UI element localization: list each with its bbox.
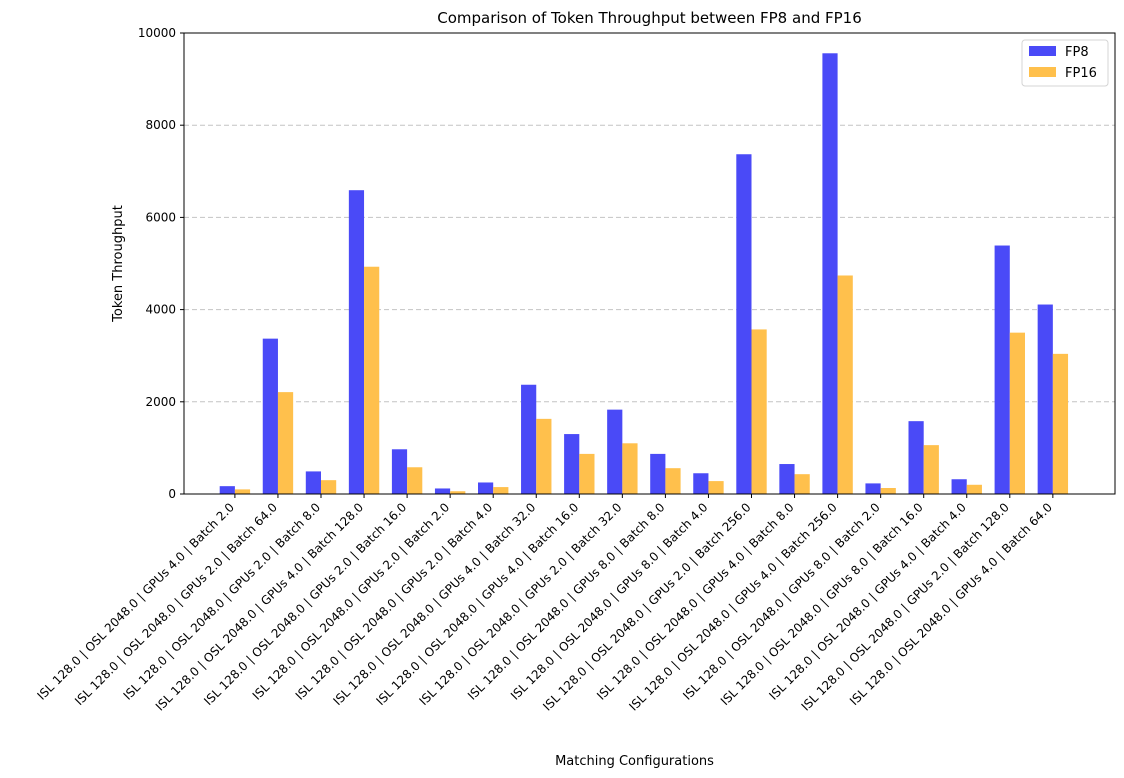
y-tick-label: 4000 [145,303,176,317]
bar-fp8-2 [305,471,321,494]
y-axis: 0 2000 4000 6000 8000 10000 [138,26,184,501]
bar-fp16-11 [708,481,724,494]
bar-fp8-10 [650,453,666,494]
bar-fp8-9 [607,409,623,494]
bar-fp16-15 [880,488,896,494]
y-tick-label: 2000 [145,395,176,409]
bar-fp16-2 [321,480,337,494]
bar-fp8-14 [822,53,838,495]
bar-fp8-19 [1037,304,1053,494]
plot-frame [183,32,1116,495]
x-axis-label: Matching Configurations [555,754,714,769]
bar-fp16-19 [1052,353,1069,494]
bar-fp16-10 [665,468,681,494]
y-tick-label: 0 [168,487,176,501]
chart-title: Comparison of Token Throughput between F… [437,9,862,27]
bar-fp8-15 [865,483,881,494]
bar-fp8-17 [951,479,967,494]
legend-label-fp16: FP16 [1065,66,1097,81]
y-tick-label: 8000 [145,118,176,132]
bar-fp16-13 [794,474,810,494]
y-tick-label: 6000 [145,210,176,224]
bar-fp16-18 [1009,332,1025,494]
bar-fp8-7 [521,384,537,494]
y-tick-label: 10000 [138,26,176,40]
bar-fp16-6 [493,487,509,494]
bar-fp8-12 [736,154,752,495]
bar-fp8-16 [908,421,924,494]
bar-fp16-17 [966,484,982,494]
bar-fp8-18 [994,245,1010,494]
bar-fp8-11 [693,473,709,494]
bar-fp16-9 [622,443,638,494]
bar-fp8-5 [434,488,451,494]
bar-fp8-3 [348,190,365,495]
bar-fp8-0 [219,486,235,494]
bar-fp16-0 [234,489,251,494]
bar-fp16-4 [407,467,423,494]
bar-fp8-4 [391,449,408,494]
bar-fp16-8 [579,453,595,494]
legend-label-fp8: FP8 [1065,45,1089,60]
bar-fp16-12 [751,329,767,494]
bar-fp16-3 [364,266,380,494]
bar-fp8-8 [564,434,580,494]
bar-fp8-13 [779,464,795,494]
legend: FP8 FP16 [1021,39,1109,87]
bars [219,53,1069,495]
bar-fp16-16 [923,445,939,494]
bar-fp16-14 [837,275,853,494]
bar-fp16-1 [277,392,294,494]
legend-swatch-fp16 [1029,67,1056,77]
bar-fp8-1 [262,338,278,494]
y-axis-label: Token Throughput [111,205,126,323]
legend-swatch-fp8 [1029,46,1056,56]
bar-fp8-6 [478,482,494,494]
bar-fp16-7 [536,418,552,494]
bar-fp16-5 [450,491,466,494]
